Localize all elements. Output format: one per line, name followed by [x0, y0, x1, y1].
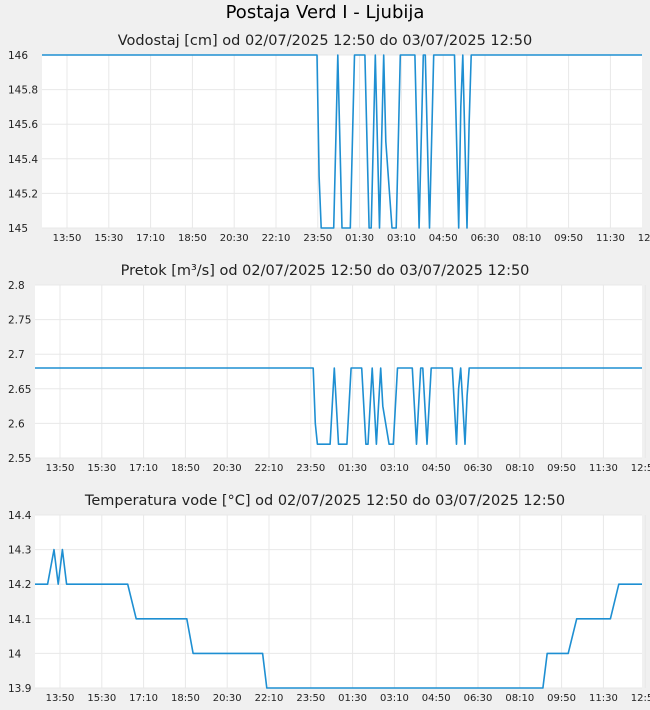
x-tick-label: 13:50: [53, 233, 82, 244]
x-tick-label: 15:30: [87, 463, 116, 474]
chart-1: Vodostaj [cm] od 02/07/2025 12:50 do 03/…: [8, 33, 650, 244]
x-tick-label: 09:50: [547, 693, 576, 704]
x-tick-label: 04:50: [422, 693, 451, 704]
x-tick-label: 04:50: [422, 463, 451, 474]
x-tick-label: 11:30: [589, 693, 618, 704]
y-tick-label: 14.4: [8, 510, 32, 522]
x-tick-label: 17:10: [129, 693, 158, 704]
x-tick-label: 23:50: [296, 693, 325, 704]
x-tick-label: 18:50: [171, 693, 200, 704]
x-tick-label: 01:30: [338, 463, 367, 474]
y-tick-label: 2.6: [8, 418, 25, 430]
y-tick-label: 145.8: [8, 85, 38, 97]
x-tick-label: 11:30: [589, 463, 618, 474]
x-tick-label: 08:10: [512, 233, 541, 244]
x-tick-label: 17:10: [129, 463, 158, 474]
plot-area: [35, 515, 642, 688]
x-tick-label: 06:30: [464, 463, 493, 474]
x-tick-label: 22:10: [255, 693, 284, 704]
y-tick-label: 145.2: [8, 188, 38, 200]
x-tick-label: 15:30: [87, 693, 116, 704]
x-tick-label: 13:50: [46, 693, 75, 704]
y-tick-label: 145.4: [8, 154, 38, 166]
y-tick-label: 145: [8, 223, 28, 235]
chart-title: Pretok [m³/s] od 02/07/2025 12:50 do 03/…: [121, 263, 530, 279]
x-tick-label: 09:50: [547, 463, 576, 474]
x-tick-label: 23:50: [303, 233, 332, 244]
x-tick-label: 08:10: [505, 693, 534, 704]
y-tick-label: 14.3: [8, 545, 31, 557]
plot-area: [35, 285, 642, 458]
x-tick-label: 22:10: [262, 233, 291, 244]
x-tick-label: 12:50: [631, 463, 650, 474]
y-tick-label: 14: [8, 648, 22, 660]
x-tick-label: 12:50: [638, 233, 650, 244]
chart-3: Temperatura vode [°C] od 02/07/2025 12:5…: [8, 493, 650, 704]
x-tick-label: 01:30: [345, 233, 374, 244]
x-tick-label: 03:10: [380, 463, 409, 474]
chart-2: Pretok [m³/s] od 02/07/2025 12:50 do 03/…: [8, 263, 650, 474]
page-title: Postaja Verd I - Ljubija: [225, 2, 425, 23]
x-tick-label: 18:50: [178, 233, 207, 244]
x-tick-label: 15:30: [94, 233, 123, 244]
series-line: [42, 54, 642, 229]
x-tick-label: 20:30: [220, 233, 249, 244]
x-tick-label: 22:10: [255, 463, 284, 474]
x-tick-label: 11:30: [596, 233, 625, 244]
x-tick-label: 03:10: [380, 693, 409, 704]
y-tick-label: 2.7: [8, 349, 25, 361]
x-tick-label: 01:30: [338, 693, 367, 704]
y-tick-label: 2.8: [8, 280, 25, 292]
x-tick-label: 13:50: [46, 463, 75, 474]
x-tick-label: 03:10: [387, 233, 416, 244]
series-line: [35, 367, 642, 445]
y-tick-label: 14.1: [8, 614, 31, 626]
y-tick-label: 13.9: [8, 683, 31, 695]
y-tick-label: 146: [8, 50, 28, 62]
x-tick-label: 20:30: [213, 463, 242, 474]
x-tick-label: 20:30: [213, 693, 242, 704]
y-tick-label: 2.75: [8, 315, 31, 327]
chart-title: Vodostaj [cm] od 02/07/2025 12:50 do 03/…: [118, 33, 532, 49]
y-tick-label: 145.6: [8, 119, 38, 131]
chart-title: Temperatura vode [°C] od 02/07/2025 12:5…: [84, 493, 565, 509]
y-tick-label: 2.65: [8, 384, 31, 396]
y-tick-label: 14.2: [8, 579, 31, 591]
x-tick-label: 17:10: [136, 233, 165, 244]
x-tick-label: 06:30: [471, 233, 500, 244]
y-tick-label: 2.55: [8, 453, 31, 465]
x-tick-label: 06:30: [464, 693, 493, 704]
x-tick-label: 09:50: [554, 233, 583, 244]
x-tick-label: 04:50: [429, 233, 458, 244]
series-line: [35, 548, 642, 689]
x-tick-label: 18:50: [171, 463, 200, 474]
x-tick-label: 08:10: [505, 463, 534, 474]
x-tick-label: 12:50: [631, 693, 650, 704]
x-tick-label: 23:50: [296, 463, 325, 474]
